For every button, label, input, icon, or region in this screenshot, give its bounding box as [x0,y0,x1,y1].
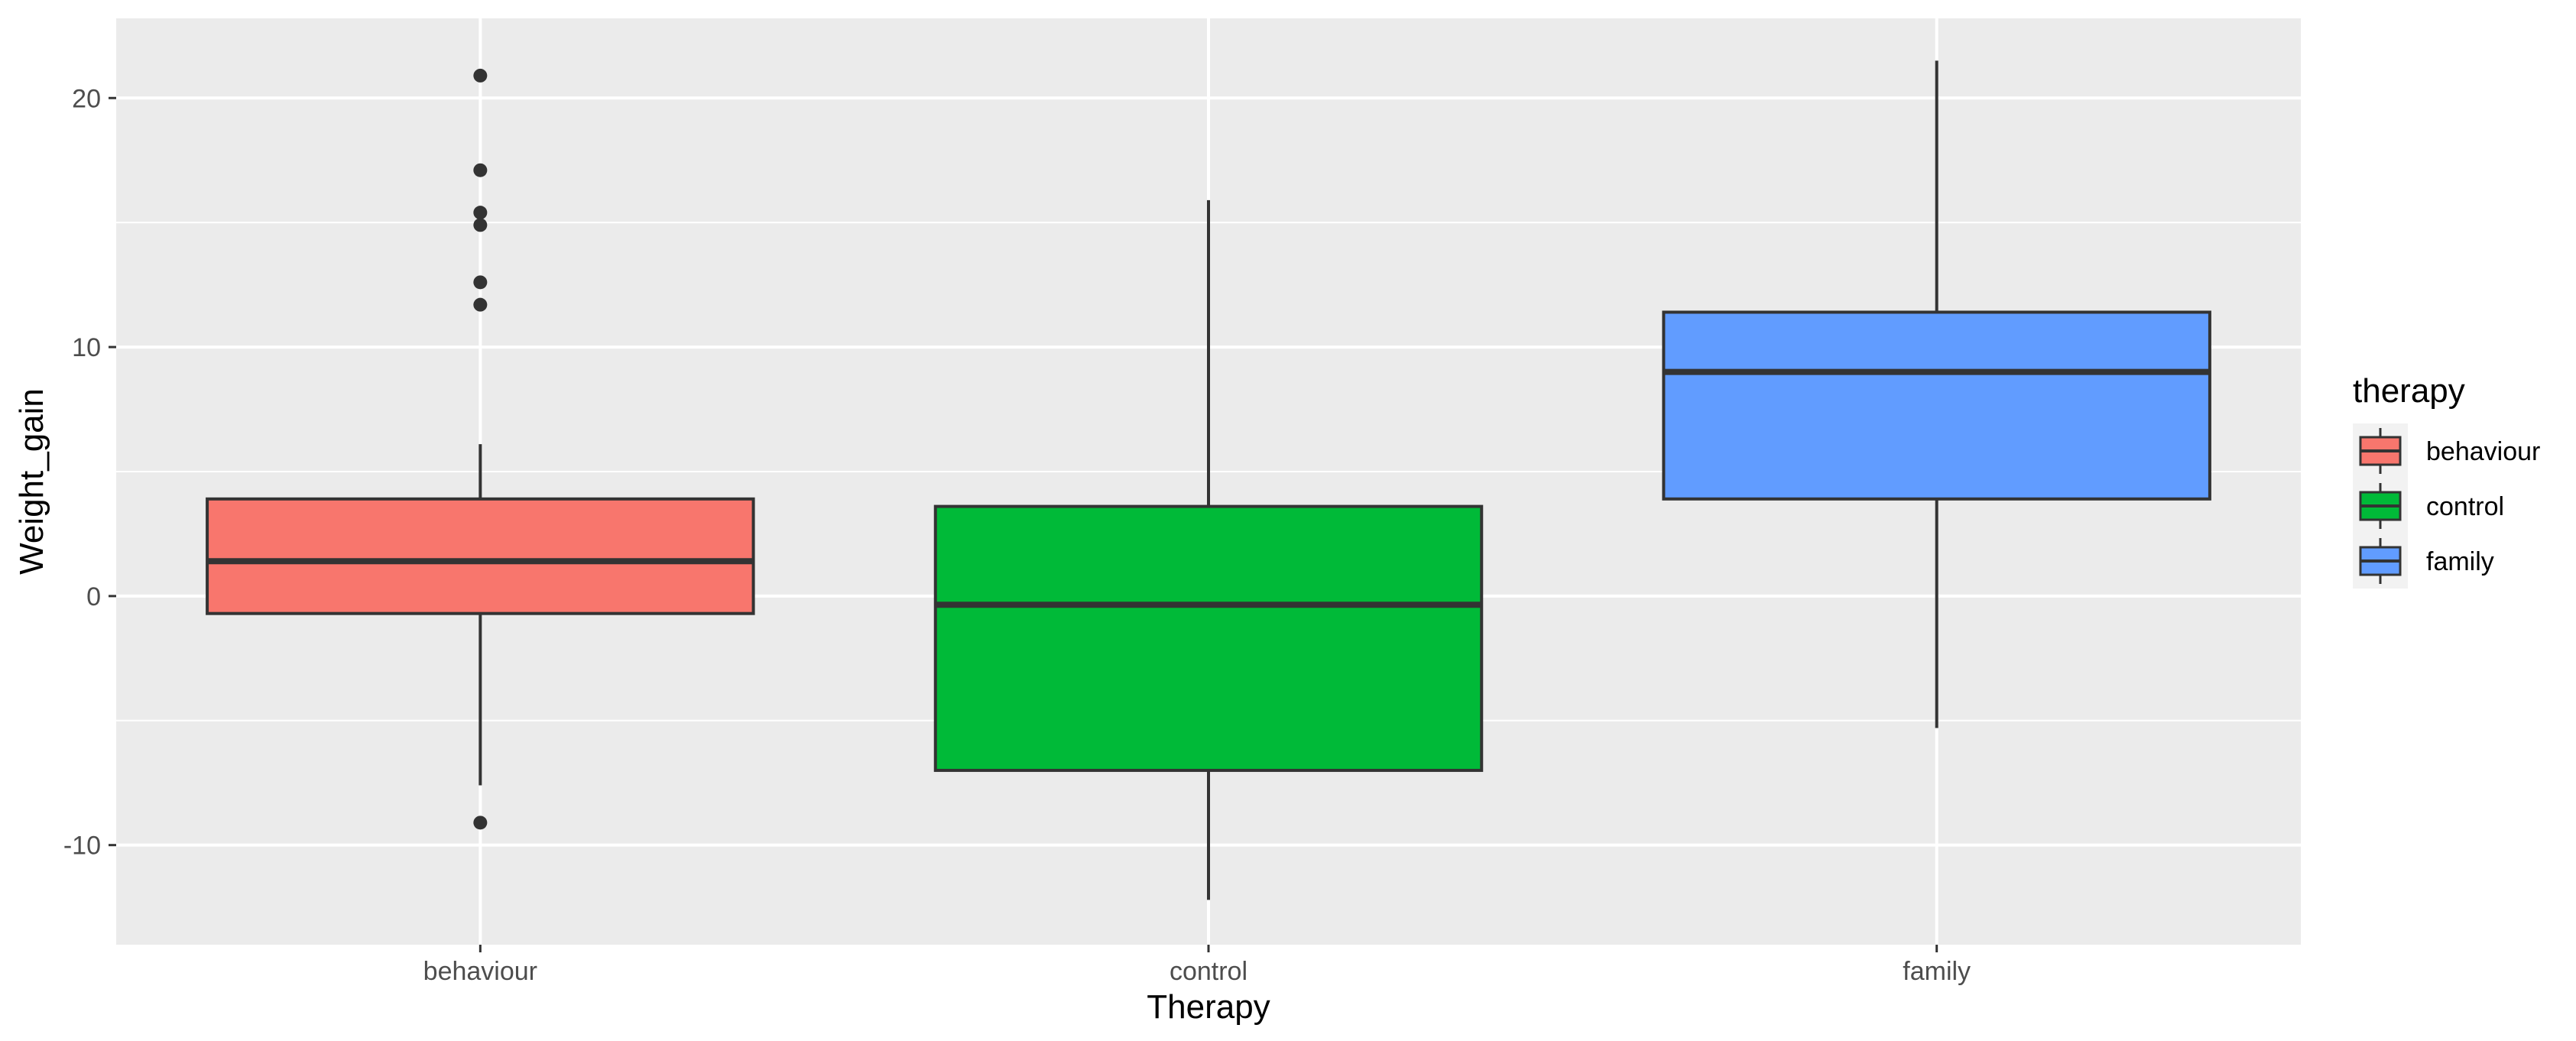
legend-label: family [2426,547,2494,576]
box-family [1662,60,2211,728]
box-control [933,199,1484,900]
outlier-point [473,206,488,220]
x-tick-label: behaviour [423,957,537,986]
box-iqr [206,497,755,615]
outlier-point [473,163,488,177]
legend-item-control: control [2359,483,2504,529]
x-axis-title: Therapy [1147,988,1270,1026]
y-axis-title: Weight_gain [13,388,50,575]
legend-label: behaviour [2426,437,2540,466]
legend: therapy behaviour control family [2353,372,2540,589]
outlier-point [473,275,488,290]
outlier-point [473,218,488,232]
box-iqr [933,504,1484,772]
x-tick-label: family [1903,957,1971,986]
legend-item-behaviour: behaviour [2359,428,2540,474]
y-tick-label: 20 [72,84,101,113]
x-axis: behaviour control family [423,945,1971,986]
legend-item-family: family [2359,538,2494,584]
outlier-point [473,297,488,312]
x-tick-label: control [1170,957,1247,986]
outlier-point [473,68,488,83]
outlier-point [473,816,488,830]
y-tick-label: 10 [72,333,101,362]
legend-title: therapy [2353,372,2465,410]
y-axis: -10 0 10 20 [63,84,116,861]
legend-label: control [2426,492,2504,521]
boxes [206,60,2211,900]
box-iqr [1662,310,2211,501]
y-tick-label: -10 [63,832,101,861]
box-behaviour [206,68,755,830]
y-tick-label: 0 [86,582,101,611]
